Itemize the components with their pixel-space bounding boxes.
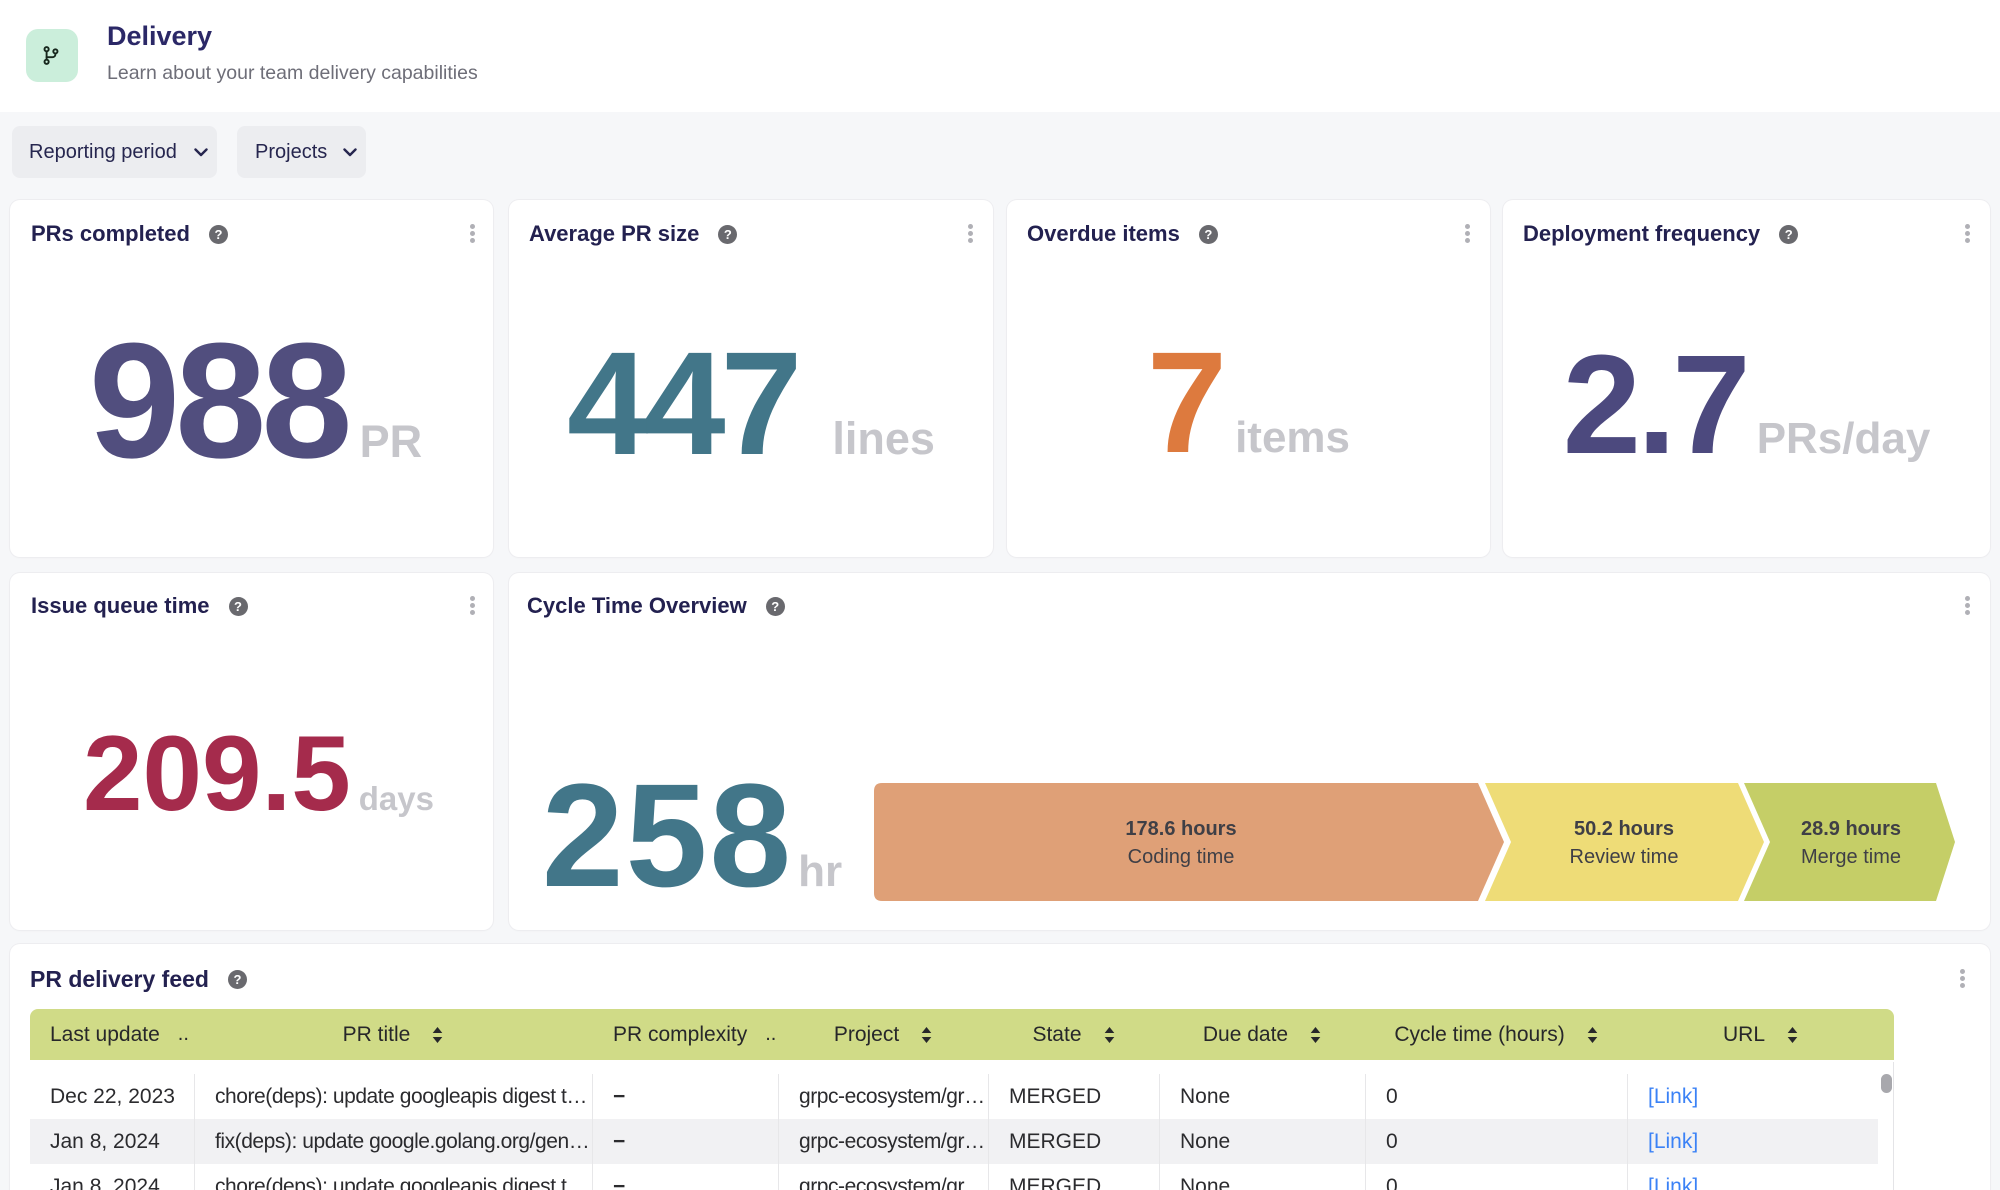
svg-text:50.2 hours: 50.2 hours — [1574, 818, 1674, 840]
svg-text:Merge time: Merge time — [1801, 846, 1901, 868]
svg-text:Review time: Review time — [1570, 846, 1679, 868]
svg-text:178.6 hours: 178.6 hours — [1125, 818, 1236, 840]
svg-text:Coding time: Coding time — [1128, 846, 1235, 868]
svg-text:28.9 hours: 28.9 hours — [1801, 818, 1901, 840]
